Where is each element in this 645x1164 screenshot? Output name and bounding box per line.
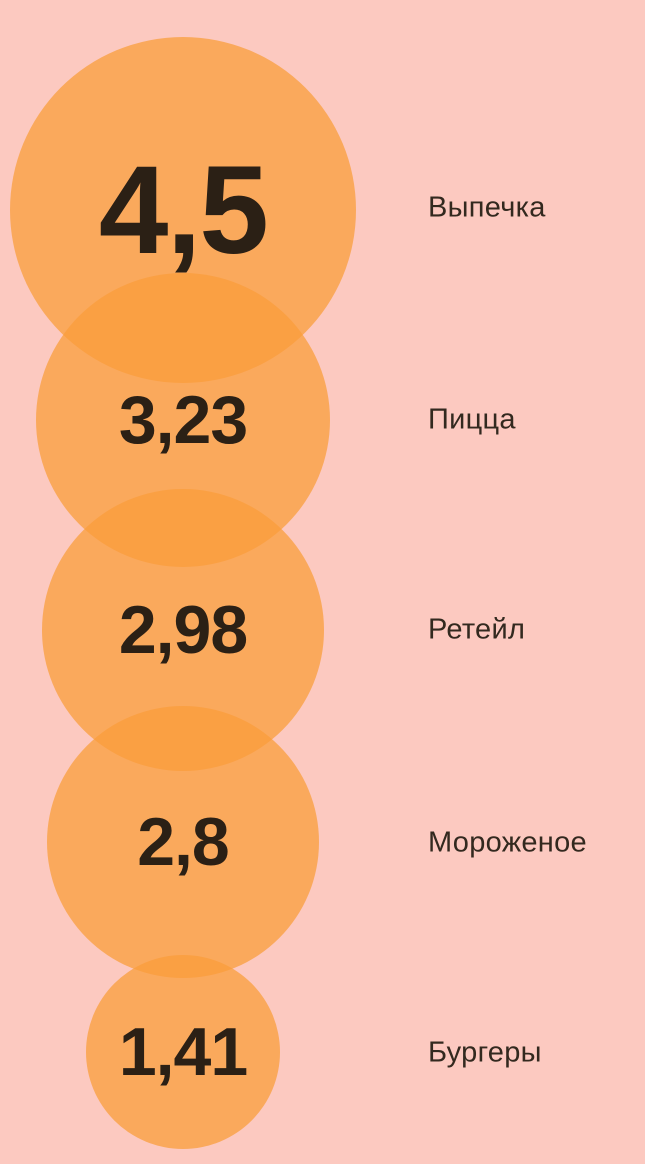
category-label-bakery: Выпечка bbox=[428, 191, 546, 224]
category-label-burgers: Бургеры bbox=[428, 1036, 542, 1069]
bubble-value: 1,41 bbox=[118, 1014, 248, 1090]
category-label-ice-cream: Мороженое bbox=[428, 826, 587, 859]
category-label-pizza: Пицца bbox=[428, 403, 516, 436]
bubble-value: 3,23 bbox=[118, 382, 248, 458]
bubble-value: 4,5 bbox=[98, 140, 269, 280]
bubble-value: 2,8 bbox=[137, 804, 230, 880]
bubble-ice-cream: 2,8 bbox=[47, 706, 319, 978]
bubble-value: 2,98 bbox=[118, 592, 248, 668]
bubble-burgers: 1,41 bbox=[86, 955, 280, 1149]
category-label-retail: Ретейл bbox=[428, 613, 526, 646]
